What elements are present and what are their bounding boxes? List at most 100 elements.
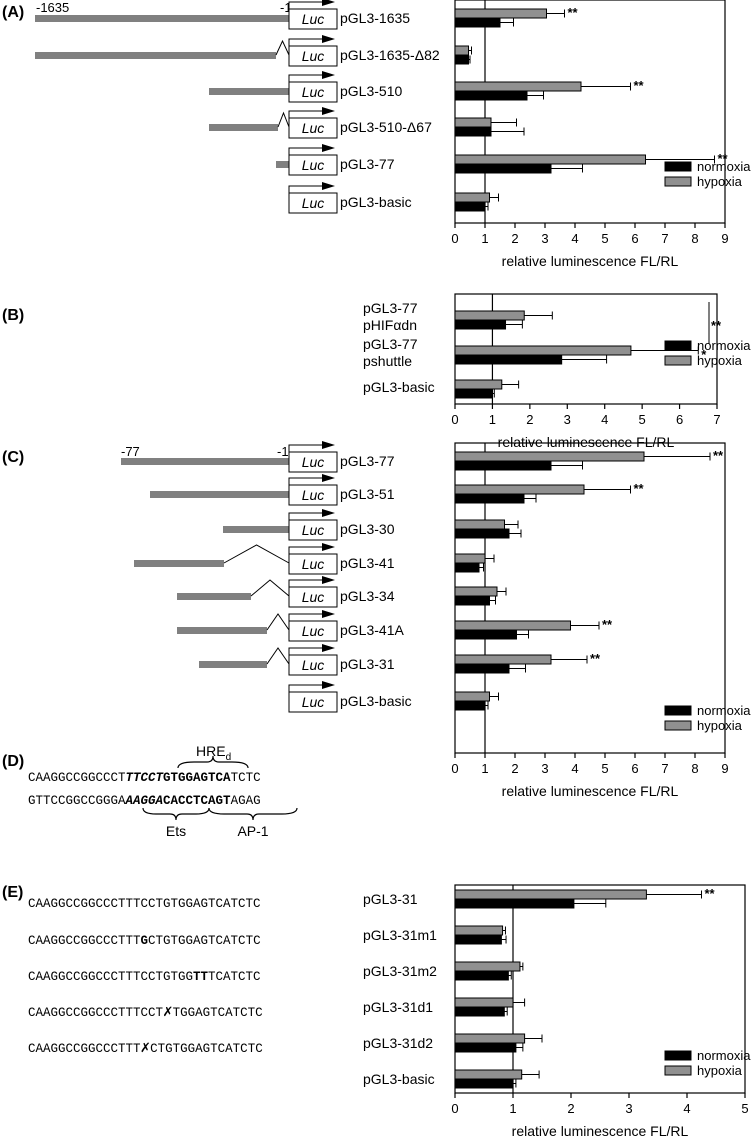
x-tick-label: 4 (601, 412, 608, 427)
x-axis-label: relative luminescence FL/RL (502, 253, 679, 269)
x-tick-label: 7 (661, 761, 668, 776)
promoter-fragment (199, 661, 267, 668)
significance-label: ** (713, 448, 724, 463)
hypoxia-bar (454, 451, 645, 462)
luc-box (288, 691, 338, 713)
tss-arrow (288, 546, 322, 554)
row-label: pGL3-basic (363, 379, 435, 395)
hypoxia-bar (454, 1033, 526, 1044)
promoter-fragment (35, 52, 276, 59)
sequence: CAAGGCCGGCCCTTTCCTGTGGTTTCATCTC (28, 970, 261, 984)
x-tick-label: 2 (511, 231, 518, 246)
tss-arrow (288, 74, 322, 82)
significance-label: ** (590, 651, 601, 666)
luc-box (288, 117, 338, 139)
luc-label: Luc (302, 454, 325, 470)
panel-e-sequences: CAAGGCCGGCCCTTTCCTGTGGAGTCATCTC CAAGGCCG… (28, 897, 263, 1057)
row-label: pHIFαdn (363, 317, 417, 333)
normoxia-bar (454, 54, 469, 65)
promoter-fragment (223, 526, 289, 533)
row-label: pGL3-77 (363, 300, 418, 316)
hypoxia-bar (454, 345, 632, 356)
normoxia-bar (454, 17, 501, 28)
x-tick-label: 0 (451, 231, 458, 246)
ap1-brace (208, 807, 298, 821)
normoxia-bar (454, 1006, 505, 1017)
normoxia-bar (454, 126, 492, 137)
sequence: CAAGGCCGGCCCTTTGCTGTGGAGTCATCTC (28, 934, 261, 948)
legend-swatch-normoxia (664, 1050, 692, 1061)
normoxia-bar (454, 595, 490, 606)
normoxia-bar (454, 663, 510, 674)
promoter-fragment (177, 627, 267, 634)
tss-arrowhead (322, 509, 335, 517)
luc-label: Luc (302, 589, 325, 605)
sequence: CAAGGCCGGCCCTTTCCT✗TGGAGTCATCTC (28, 1003, 263, 1021)
row-label: pGL3-510-Δ67 (340, 119, 432, 135)
x-tick-label: 9 (721, 761, 728, 776)
normoxia-bar (454, 629, 517, 640)
plot-frame (454, 0, 726, 224)
hypoxia-bar (454, 654, 552, 665)
x-tick-label: 8 (691, 761, 698, 776)
x-tick-label: 6 (676, 412, 683, 427)
promoter-fragment (150, 491, 289, 498)
panel-a-label: (A) (2, 4, 24, 21)
row-label: pGL3-77 (340, 156, 395, 172)
normoxia-bar (454, 528, 510, 539)
tss-arrowhead (322, 441, 335, 449)
tss-arrow (288, 647, 322, 655)
hypoxia-bar (454, 1069, 523, 1080)
coordinate-label: -1635 (36, 0, 69, 15)
panel-b-row-labels: pGL3-77 pHIFαdn pGL3-77 pshuttle pGL3-ba… (363, 300, 435, 395)
x-tick-label: 1 (481, 231, 488, 246)
legend-hypoxia: hypoxia (697, 718, 743, 733)
hypoxia-bar (454, 997, 514, 1008)
row-label: pGL3-31 (363, 891, 418, 907)
hypoxia-bar (454, 379, 503, 390)
panel-d-label: (D) (2, 753, 24, 770)
luc-label: Luc (302, 48, 325, 64)
tss-arrowhead (322, 610, 335, 618)
deletion-kink (275, 39, 290, 56)
x-tick-label: 6 (631, 231, 638, 246)
x-tick-label: 2 (511, 761, 518, 776)
normoxia-bar (454, 1042, 517, 1053)
significance-label: * (701, 347, 707, 362)
normoxia-bar (454, 319, 507, 330)
sequence-top-strand: CAAGGCCGGCCCTTTCCTGTGGAGTCATCTC (28, 771, 261, 785)
row-label: pshuttle (363, 353, 412, 369)
hypoxia-bar (454, 519, 505, 530)
hypoxia-bar (454, 310, 525, 321)
x-tick-label: 2 (526, 412, 533, 427)
luc-label: Luc (302, 694, 325, 710)
normoxia-bar (454, 493, 525, 504)
normoxia-bar (454, 201, 486, 212)
row-label: pGL3-31d1 (363, 999, 433, 1015)
coordinate-label: -77 (121, 444, 140, 459)
hypoxia-bar (454, 154, 646, 165)
legend-swatch-hypoxia (664, 355, 692, 366)
hypoxia-bar (454, 691, 490, 702)
row-label: pGL3-1635 (340, 10, 410, 26)
x-tick-label: 3 (564, 412, 571, 427)
x-tick-label: 7 (713, 412, 720, 427)
hypoxia-bar (454, 586, 498, 597)
hypoxia-bar (454, 553, 486, 564)
x-axis-label: relative luminescence FL/RL (498, 434, 675, 450)
tss-arrowhead (322, 35, 335, 43)
x-tick-label: 0 (451, 761, 458, 776)
normoxia-bar (454, 163, 552, 174)
promoter-fragment (121, 458, 289, 465)
tss-arrowhead (322, 0, 335, 6)
significance-label: ** (568, 5, 579, 20)
tss-arrowhead (322, 681, 335, 689)
row-label: pGL3-51 (340, 486, 395, 502)
hypoxia-bar (454, 192, 490, 203)
deletion-kink (266, 647, 290, 665)
x-tick-label: 1 (509, 1101, 516, 1116)
luc-box (288, 586, 338, 608)
promoter-fragment (177, 593, 251, 600)
luc-box (288, 620, 338, 642)
row-label: pGL3-31m1 (363, 927, 437, 943)
